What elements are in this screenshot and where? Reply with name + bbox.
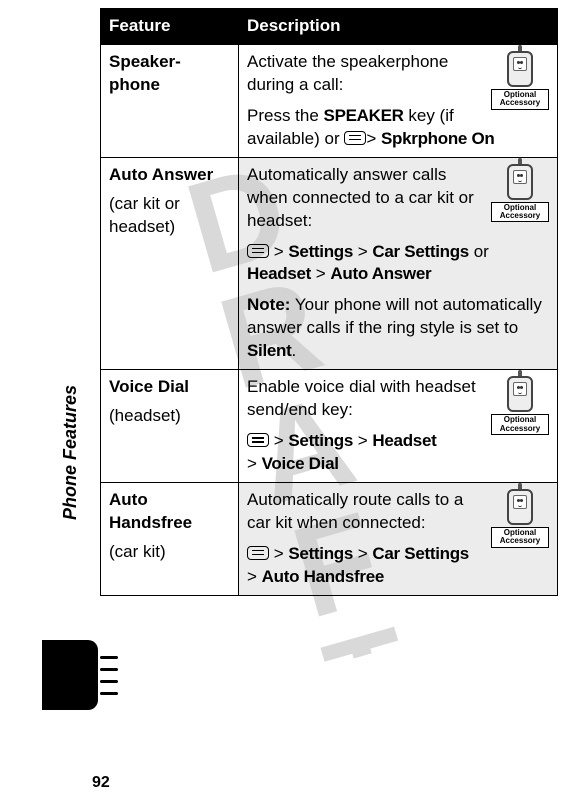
menu-key-icon bbox=[247, 244, 269, 258]
optional-accessory-icon: OptionalAccessory bbox=[491, 51, 549, 110]
table-row: Auto Answer (car kit or headset) Optiona… bbox=[101, 157, 558, 370]
feature-title: Auto Handsfree bbox=[109, 489, 230, 535]
menu-path: > Settings > Car Settings or Headset > A… bbox=[247, 241, 549, 287]
menu-path: > Settings > Headset> Voice Dial bbox=[247, 430, 549, 476]
features-table: Feature Description Speaker-phone Option… bbox=[100, 8, 558, 596]
page-number: 92 bbox=[92, 774, 110, 792]
feature-title: Auto Answer bbox=[109, 164, 230, 187]
menu-path: > Settings > Car Settings> Auto Handsfre… bbox=[247, 543, 549, 589]
thumb-tab-icon bbox=[42, 640, 98, 710]
table-header-row: Feature Description bbox=[101, 9, 558, 45]
description-cell: OptionalAccessory Enable voice dial with… bbox=[239, 370, 558, 483]
feature-title: Voice Dial bbox=[109, 376, 230, 399]
optional-accessory-icon: OptionalAccessory bbox=[491, 164, 549, 223]
feature-subtitle: (car kit) bbox=[109, 541, 230, 564]
feature-title: Speaker-phone bbox=[109, 52, 181, 94]
table-row: Speaker-phone OptionalAccessory Activate… bbox=[101, 44, 558, 157]
section-label: Phone Features bbox=[60, 385, 81, 520]
feature-subtitle: (headset) bbox=[109, 405, 230, 428]
svg-text:T: T bbox=[311, 599, 428, 714]
description-cell: OptionalAccessory Automatically answer c… bbox=[239, 157, 558, 370]
table-row: Auto Handsfree (car kit) OptionalAccesso… bbox=[101, 482, 558, 595]
optional-accessory-icon: OptionalAccessory bbox=[491, 376, 549, 435]
desc-text: Press the SPEAKER key (if available) or … bbox=[247, 105, 549, 151]
optional-accessory-icon: OptionalAccessory bbox=[491, 489, 549, 548]
menu-key-icon bbox=[344, 131, 366, 145]
description-cell: OptionalAccessory Activate the speakerph… bbox=[239, 44, 558, 157]
feature-subtitle: (car kit or headset) bbox=[109, 193, 230, 239]
menu-key-icon bbox=[247, 546, 269, 560]
note-text: Note: Your phone will not automatically … bbox=[247, 294, 549, 363]
header-feature: Feature bbox=[101, 9, 239, 45]
table-row: Voice Dial (headset) OptionalAccessory E… bbox=[101, 370, 558, 483]
feature-cell: Speaker-phone bbox=[101, 44, 239, 157]
menu-key-icon bbox=[247, 433, 269, 447]
description-cell: OptionalAccessory Automatically route ca… bbox=[239, 482, 558, 595]
feature-cell: Auto Answer (car kit or headset) bbox=[101, 157, 239, 370]
feature-cell: Voice Dial (headset) bbox=[101, 370, 239, 483]
feature-cell: Auto Handsfree (car kit) bbox=[101, 482, 239, 595]
header-description: Description bbox=[239, 9, 558, 45]
